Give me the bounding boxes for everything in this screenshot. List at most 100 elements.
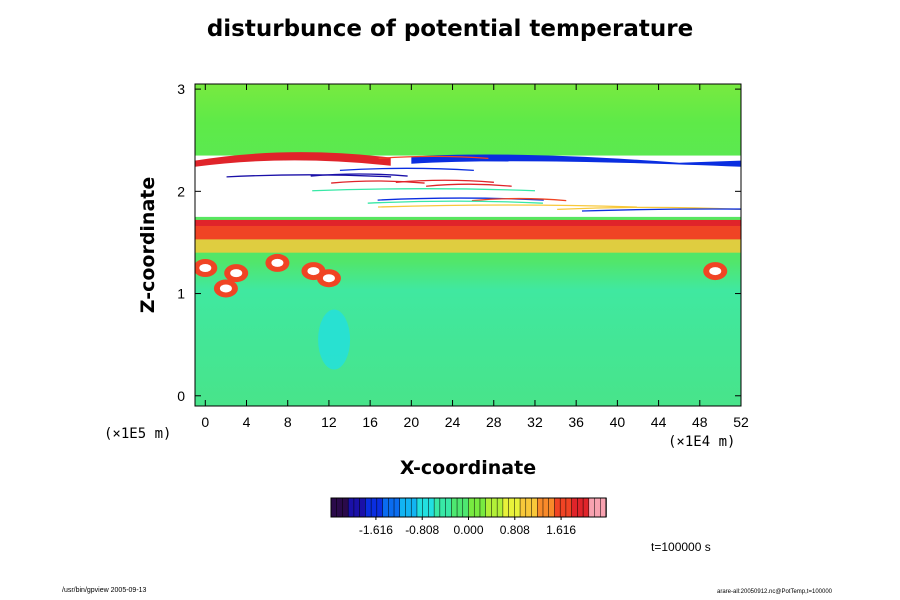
colorbar-cell [577,497,584,518]
footer-command: /usr/bin/gpview 2005-09-13 [62,587,147,594]
band-contour [310,173,408,177]
band-contour [377,197,544,201]
colorbar-cell [559,497,567,518]
warm-layer-core [195,222,741,240]
colorbar-cell [514,497,521,518]
warm-blob-core [322,274,335,283]
band-contour [367,200,543,204]
colorbar-tick-label: -1.616 [359,523,393,537]
y-tick-label: 2 [177,183,185,199]
colorbar-tick-label: 0.000 [453,523,483,537]
colorbar-cell [496,497,504,518]
colorbar-cell [582,497,590,518]
colorbar-cell [462,497,470,518]
band-contour [331,180,425,184]
colorbar-cell [370,497,378,518]
colorbar-cell [342,497,349,518]
x-tick-label: 40 [610,414,626,430]
colorbar-cell [445,497,453,518]
colorbar-cell [433,497,441,518]
x-axis-label: X-coordinate [399,457,537,479]
y-axis: 0 1 2 3 [177,81,741,404]
x-tick-label: 0 [201,414,209,430]
x-tick-label: 44 [651,414,667,430]
x-scale-note: (×1E4 m) [668,434,736,450]
y-tick-label: 0 [177,388,185,404]
colorbar-cell [588,497,596,518]
plot-frame [194,83,742,407]
x-axis: 0 4 8 12 16 20 24 28 32 36 40 44 48 52 [201,84,749,430]
x-tick-label: 4 [243,414,251,430]
colorbar-tick-label: 1.616 [546,523,576,537]
colorbar-cell [502,497,510,518]
colorbar-cell [393,497,401,518]
warm-blob-core [199,264,212,272]
colorbar-cell [416,497,424,518]
colorbar-cell [439,497,447,518]
x-tick-label: 20 [404,414,420,430]
colorbar-cell [537,497,544,518]
colorbar-cell [422,497,430,518]
colorbar-cell [359,497,367,518]
band-contour [226,174,392,178]
colorbar-cell [399,497,407,518]
colorbar-cell [531,497,538,518]
y-scale-note: (×1E5 m) [104,426,172,442]
warm-layer-top [195,219,741,226]
time-label: t=100000 s [651,540,711,554]
colorbar-cell [571,497,579,518]
colorbar-cell [479,497,487,518]
heatmap-field [195,84,741,406]
colorbar-cell [405,497,412,518]
band-contour [581,208,741,212]
band-contour [426,183,512,187]
warm-blob-core [230,269,243,278]
cool-plume [318,309,351,370]
x-tick-label: 16 [362,414,378,430]
colorbar-cell [468,497,475,518]
colorbar-cell [347,497,355,518]
colorbar-cell [525,497,533,518]
colorbar-cell [508,497,516,518]
warm-blob-core [709,267,722,276]
band-contour [471,197,567,202]
footer-source: arare-all:20050912.nc@PotTemp,t=100000 [717,589,833,595]
warm-blob-core [271,258,284,267]
band-contour [339,167,474,172]
colorbar-cell [330,497,338,518]
upper-red-contour [195,152,391,167]
colorbar-cell [451,497,458,518]
x-tick-label: 8 [284,414,292,430]
colorbar-cell [376,497,384,518]
colorbar-cell [548,497,556,518]
y-tick-label: 1 [177,286,185,302]
colorbar-cell [428,497,435,518]
colorbar-cell [336,497,344,518]
x-tick-label: 52 [733,414,749,430]
x-tick-label: 12 [321,414,337,430]
colorbar-tick-label: 0.808 [500,523,530,537]
colorbar-cell [353,497,361,518]
colorbar-tick-label: -0.808 [405,523,439,537]
band-contour [378,204,637,208]
colorbar-cell [554,497,561,518]
colorbar-cell [456,497,464,518]
x-tick-label: 24 [445,414,461,430]
upper-blue-contour [411,154,741,167]
warm-blob-core [219,284,232,293]
band-contour [312,188,536,192]
colorbar-cell [382,497,390,518]
chart-title: disturbunce of potential temperature [206,16,694,42]
x-tick-label: 28 [486,414,502,430]
colorbar-cell [491,497,498,518]
x-tick-label: 36 [568,414,584,430]
colorbar-cell [410,497,418,518]
colorbar-cell [542,497,550,518]
y-tick-label: 3 [177,81,185,97]
colorbar-cell [365,497,372,518]
colorbar-cell [565,497,573,518]
colorbar: -1.616 -0.808 0.000 0.808 1.616 [330,497,607,537]
colorbar-cell [485,497,493,518]
undefined-band [195,155,741,217]
